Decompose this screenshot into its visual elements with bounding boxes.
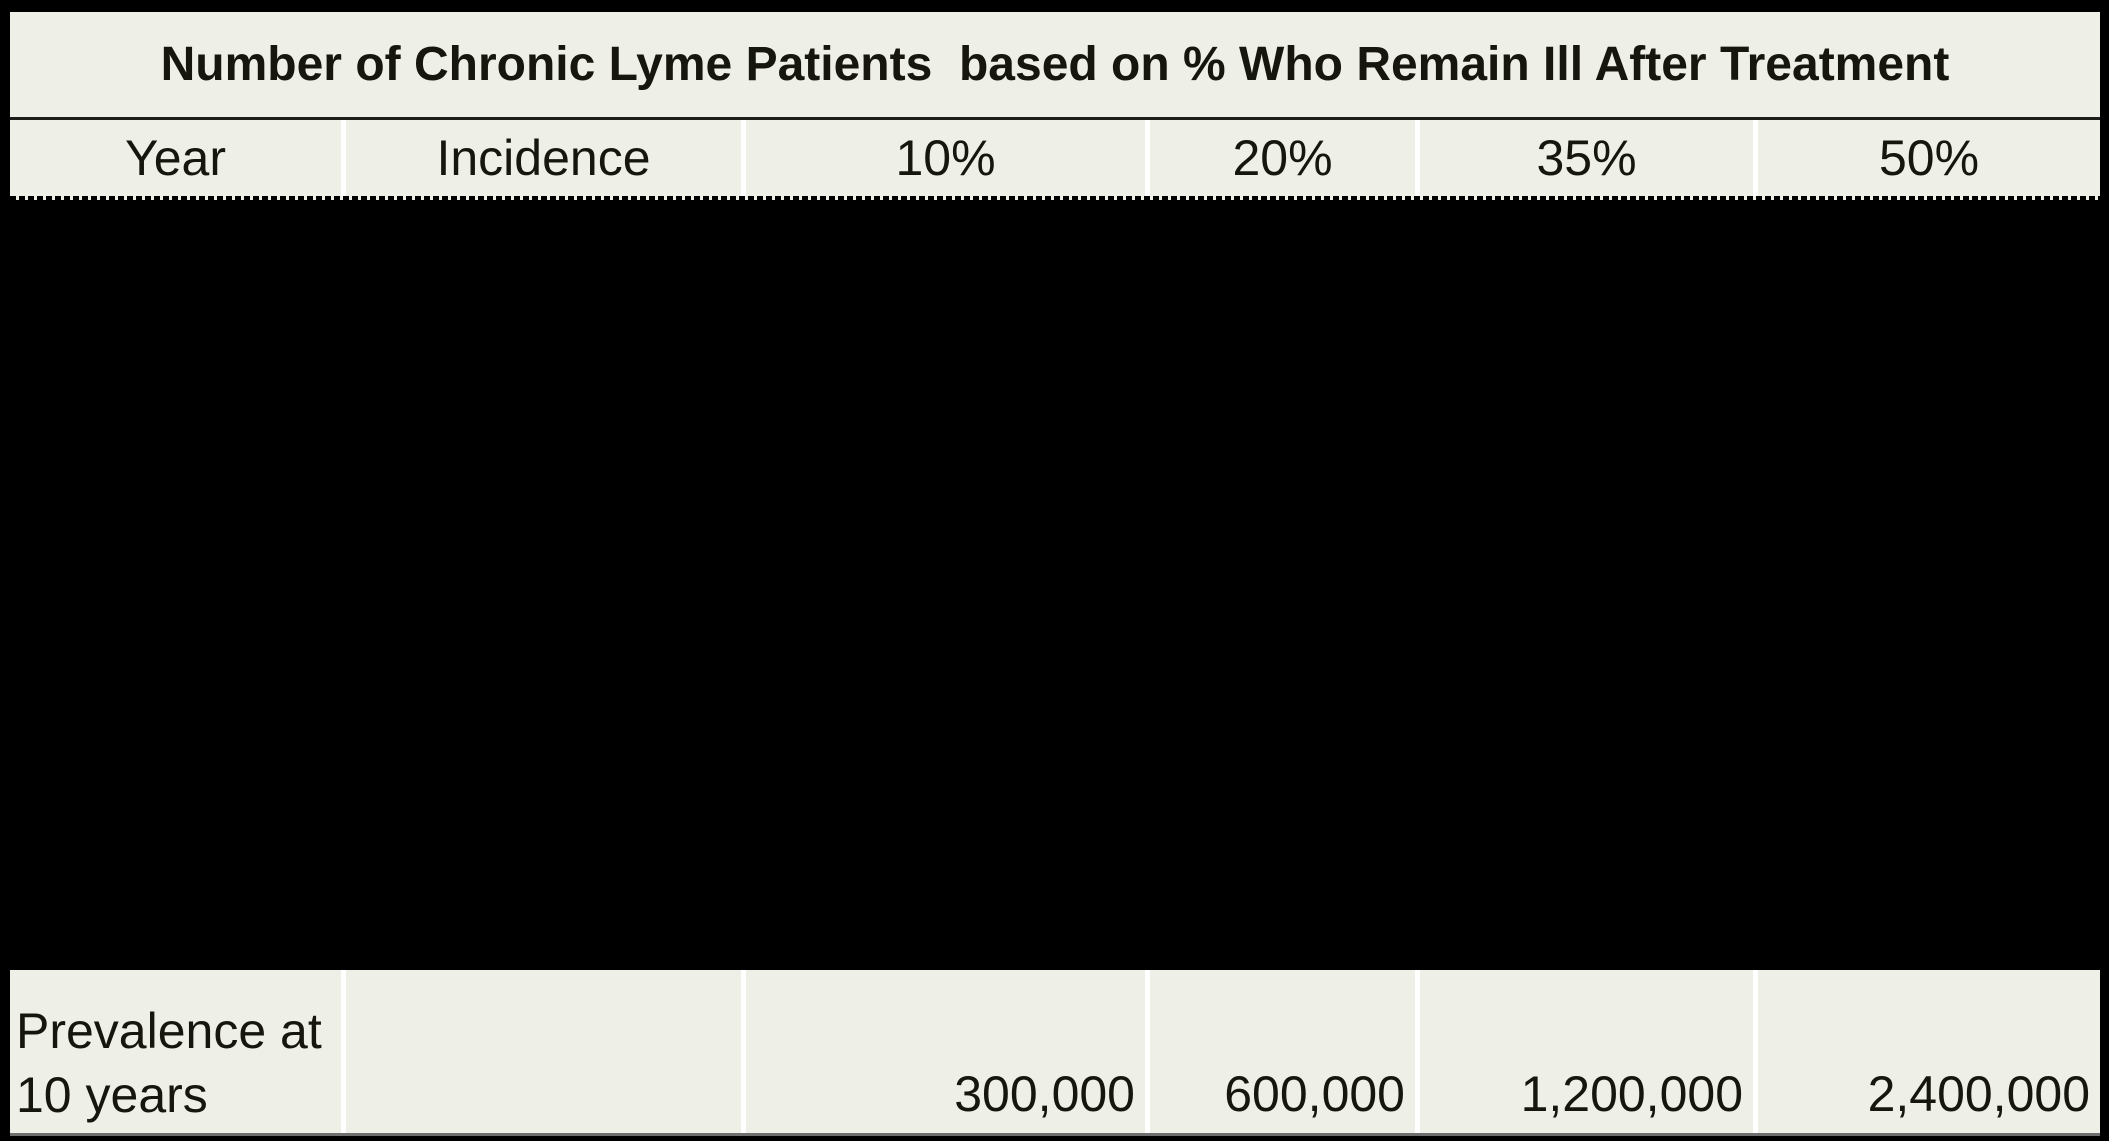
prevalence-label-line2: 10 years [16, 1067, 208, 1123]
column-header-35pct: 35% [1420, 120, 1753, 196]
dotted-grid-edge [10, 196, 2100, 200]
prevalence-incidence-cell [346, 970, 741, 1133]
table-title: Number of Chronic Lyme Patients based on… [10, 12, 2100, 120]
prevalence-value-50pct: 2,400,000 [1758, 970, 2100, 1133]
header-row: Year Incidence 10% 20% 35% 50% [10, 120, 2100, 196]
column-header-50pct: 50% [1758, 120, 2100, 196]
column-header-year: Year [10, 120, 341, 196]
column-header-10pct: 10% [746, 120, 1145, 196]
prevalence-row-label: Prevalence at 10 years [10, 970, 341, 1133]
prevalence-label-line1: Prevalence at [16, 1003, 322, 1059]
column-header-incidence: Incidence [346, 120, 741, 196]
prevalence-value-20pct: 600,000 [1150, 970, 1415, 1133]
column-header-20pct: 20% [1150, 120, 1415, 196]
table-sheet: Number of Chronic Lyme Patients based on… [10, 12, 2100, 1136]
prevalence-value-35pct: 1,200,000 [1420, 970, 1753, 1133]
prevalence-value-10pct: 300,000 [746, 970, 1145, 1133]
redacted-rows-block [10, 200, 2100, 970]
prevalence-row: Prevalence at 10 years 300,000 600,000 1… [10, 970, 2100, 1136]
